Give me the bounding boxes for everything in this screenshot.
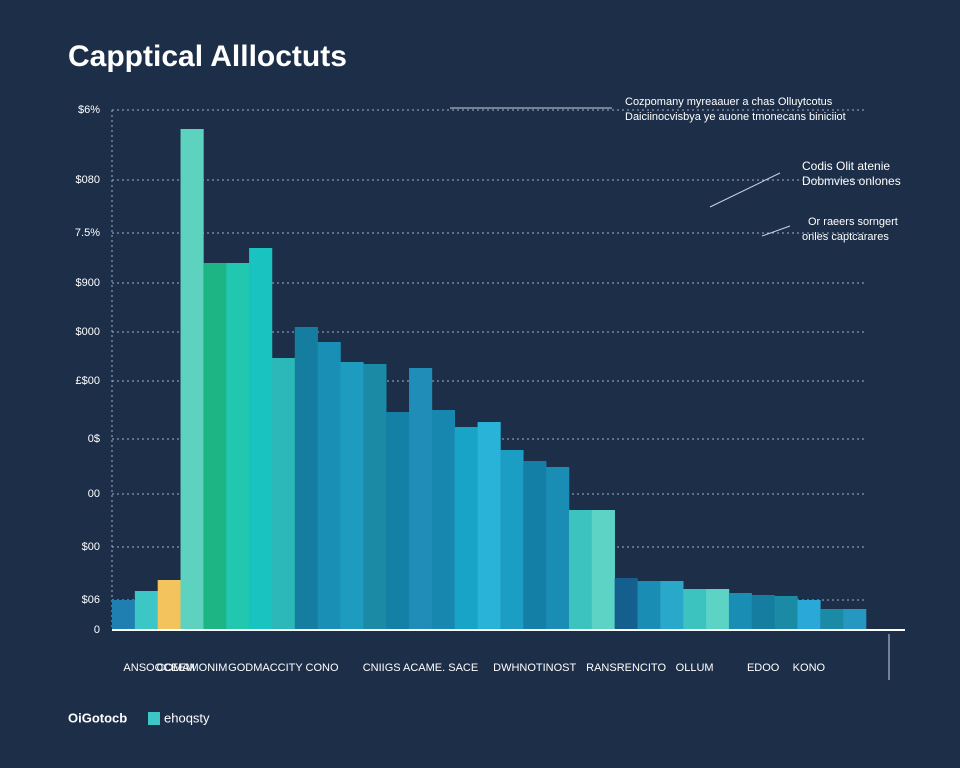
bar <box>203 263 227 630</box>
bar <box>112 600 136 630</box>
x-tick-label: DWHNOTINOST <box>493 662 576 674</box>
x-tick-label: ANSOOCEEM <box>123 662 195 674</box>
x-tick-label: EDOO <box>747 662 780 674</box>
annotation-leader <box>761 225 791 237</box>
x-tick-label: OLLUM <box>676 662 714 674</box>
bar <box>271 358 296 630</box>
bar <box>317 342 341 630</box>
chart-title: Capptical Allloctuts <box>68 40 347 73</box>
y-tick-label: $000 <box>76 326 100 338</box>
bar <box>728 593 753 630</box>
annotation: onles captcarares <box>802 231 889 243</box>
annotation-leader <box>709 172 781 208</box>
x-tick-label: RANSRENCITO <box>586 662 666 674</box>
y-tick-label: 7.5% <box>75 227 100 239</box>
bar <box>477 422 501 630</box>
bar <box>340 362 364 630</box>
bar <box>500 450 524 630</box>
bar <box>568 510 593 630</box>
x-tick-label: KONO <box>793 662 826 674</box>
bar <box>751 595 775 630</box>
legend-swatch <box>148 712 160 725</box>
y-tick-label: $06 <box>82 594 100 606</box>
bar <box>409 368 433 630</box>
legend-label: OiGotocb <box>68 710 127 725</box>
annotation: Dobmvies onlones <box>802 174 901 188</box>
bar <box>706 589 730 630</box>
bar <box>157 580 181 630</box>
annotation: Cozpomany myreaauer a chas Olluytcotus <box>625 96 833 108</box>
bar <box>454 427 478 630</box>
y-tick-label: 0$ <box>88 433 100 445</box>
bar <box>134 591 158 630</box>
bar <box>523 461 547 630</box>
bar <box>363 364 387 630</box>
bar <box>683 589 707 630</box>
bar <box>226 263 250 630</box>
legend-label: ehoqsty <box>164 710 210 725</box>
bar <box>614 578 638 630</box>
y-tick-label: £$00 <box>76 375 100 387</box>
bar <box>820 609 844 630</box>
bar <box>660 581 684 630</box>
x-tick-label: COMAMONIM <box>157 662 228 674</box>
bar <box>797 600 821 630</box>
bar <box>591 510 615 630</box>
bar <box>294 327 318 630</box>
bar <box>546 467 570 630</box>
annotation: Daiciinocvisbya ye auone tmonecans binic… <box>625 111 846 123</box>
annotation: Or raeers sorngert <box>808 216 898 228</box>
y-tick-label: $6% <box>78 104 100 116</box>
y-tick-label: $00 <box>82 541 100 553</box>
y-tick-label: $080 <box>76 174 100 186</box>
bar <box>431 410 456 630</box>
bar <box>180 129 204 630</box>
x-tick-label: GODMACCITY CONO <box>228 662 339 674</box>
bar <box>386 412 410 630</box>
y-tick-label: 00 <box>88 488 100 500</box>
bar <box>249 248 273 630</box>
bar <box>637 581 661 630</box>
bar <box>843 609 867 630</box>
y-tick-label: 0 <box>94 624 100 636</box>
x-tick-label: CNIIGS ACAME. SACE <box>363 662 479 674</box>
annotation: Codis Olit atenie <box>802 159 890 173</box>
y-tick-label: $900 <box>76 277 100 289</box>
bar <box>774 596 798 630</box>
